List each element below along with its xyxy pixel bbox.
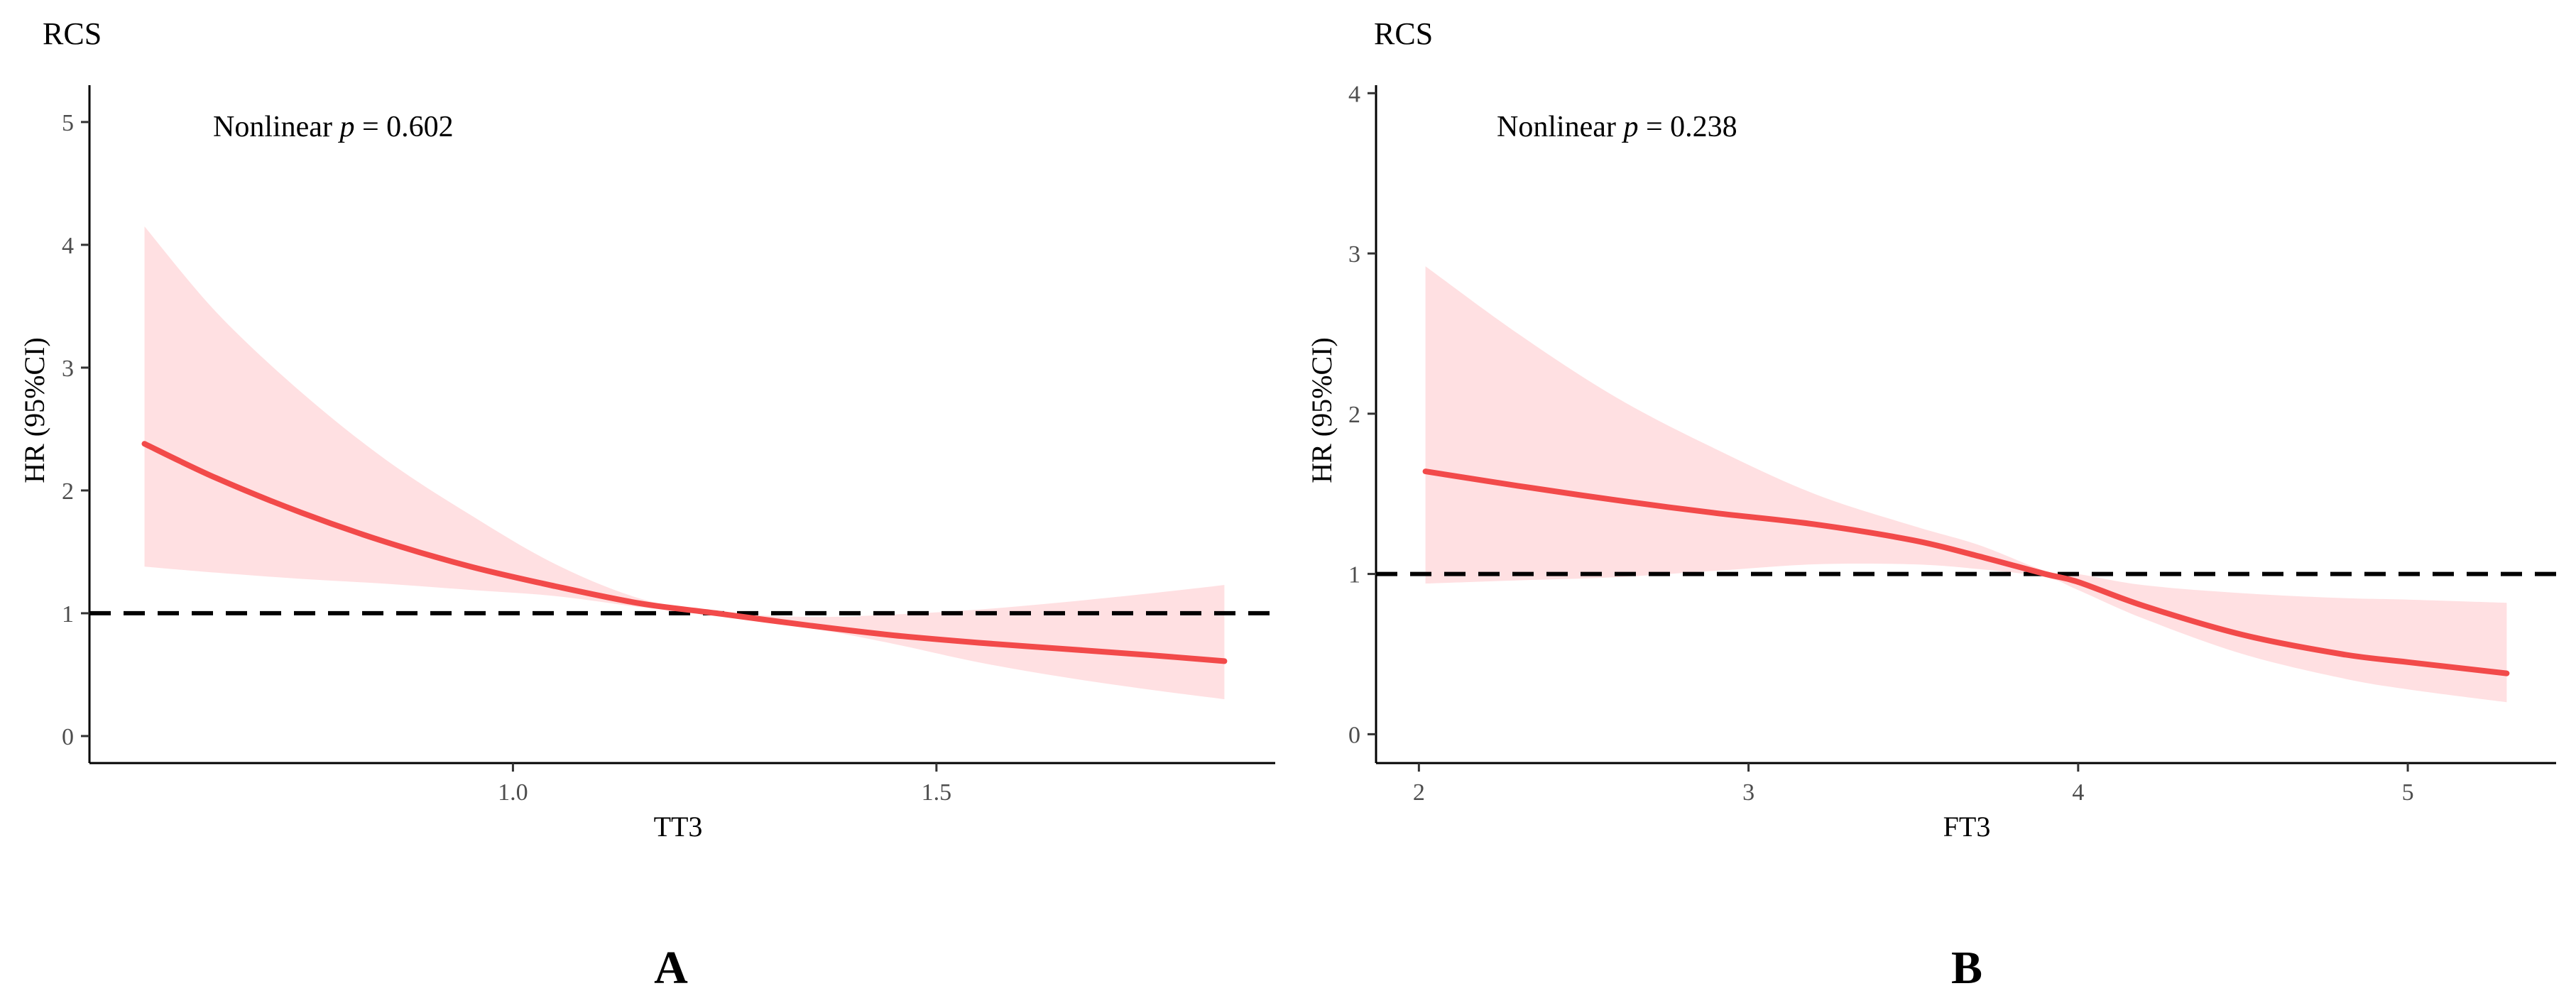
- panel-b-x-axis-title: FT3: [1943, 811, 1991, 843]
- panel-b-x-tick-label: 2: [1413, 779, 1425, 806]
- panel-b-x-tick-label: 5: [2402, 779, 2414, 806]
- panel-a-y-ticks: 0 1 2 3 4 5: [62, 110, 89, 750]
- panel-b-x-tick-label: 3: [1742, 779, 1754, 806]
- panel-a-label: A: [654, 942, 688, 994]
- panel-a-x-tick-label: 1.0: [498, 779, 528, 806]
- panel-b-y-tick-label: 1: [1348, 562, 1360, 588]
- panel-b-ci-band: [1425, 266, 2507, 703]
- panel-a-title: RCS: [43, 16, 102, 51]
- panel-b-y-tick-label: 4: [1348, 81, 1360, 107]
- panel-a-x-ticks: 1.0 1.5: [498, 763, 951, 806]
- panel-b-x-ticks: 2 3 4 5: [1413, 763, 2414, 806]
- panel-b-y-tick-label: 0: [1348, 722, 1360, 748]
- panel-a-y-tick-label: 5: [62, 110, 74, 136]
- panel-a-y-tick-label: 0: [62, 724, 74, 750]
- panel-a-ci-band: [144, 226, 1225, 699]
- panel-b-label: B: [1951, 942, 1982, 994]
- panel-a-nonlinear-annotation: Nonlinear p = 0.602: [213, 111, 454, 143]
- panel-b-y-axis-title: HR (95%CI): [1306, 337, 1338, 483]
- panel-a-x-axis-title: TT3: [654, 811, 703, 843]
- panel-b-nonlinear-annotation: Nonlinear p = 0.238: [1497, 111, 1737, 143]
- panel-b-title: RCS: [1374, 16, 1433, 51]
- panel-a: RCS 0 1 2 3 4 5 1.0 1.5 Nonlinear p = 0.602 TT…: [18, 16, 1275, 994]
- panel-b-y-tick-label: 2: [1348, 402, 1360, 428]
- panel-b-x-tick-label: 4: [2072, 779, 2084, 806]
- panel-b: RCS 0 1 2 3 4 2 3 4 5 Nonlinear p = 0.238 FT3 H…: [1306, 16, 2556, 994]
- panel-a-hr-curve: [141, 441, 1228, 664]
- panel-a-y-tick-label: 4: [62, 233, 74, 259]
- panel-a-y-tick-label: 2: [62, 478, 74, 505]
- panel-b-y-ticks: 0 1 2 3 4: [1348, 81, 1376, 748]
- panel-b-y-tick-label: 3: [1348, 241, 1360, 268]
- panel-a-y-tick-label: 1: [62, 601, 74, 627]
- panel-a-y-axis-title: HR (95%CI): [18, 337, 50, 483]
- panel-b-hr-curve: [1422, 468, 2510, 676]
- panel-a-y-tick-label: 3: [62, 356, 74, 382]
- panel-a-x-tick-label: 1.5: [922, 779, 952, 806]
